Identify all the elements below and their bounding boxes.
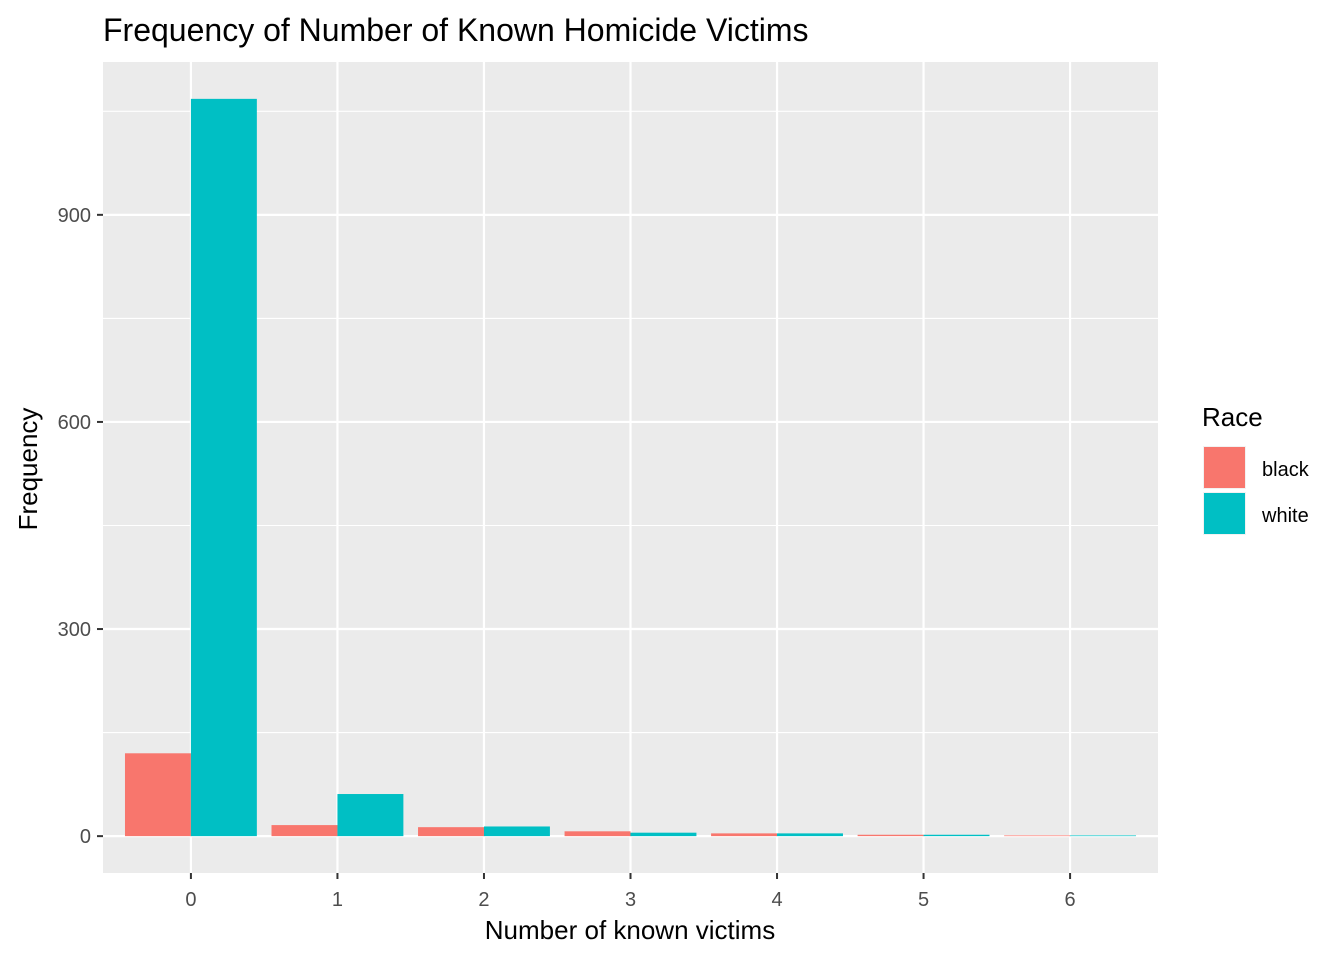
bar-white-3 (630, 832, 697, 837)
x-tick-label: 5 (918, 889, 929, 911)
bar-white-4 (777, 833, 843, 837)
bar-black-3 (564, 831, 631, 837)
y-tick-label: 900 (58, 205, 91, 227)
x-tick-label: 3 (625, 889, 636, 911)
bar-black-6 (1004, 835, 1071, 837)
bars (124, 98, 1137, 837)
x-tick-label: 4 (771, 889, 782, 911)
bar-black-0 (124, 753, 191, 837)
bar-black-5 (857, 834, 924, 837)
bar-white-1 (337, 794, 404, 837)
legend-swatch-white (1204, 493, 1245, 534)
x-tick-label: 2 (478, 889, 489, 911)
x-tick-label: 0 (185, 889, 196, 911)
y-tick-label: 600 (58, 412, 91, 434)
x-tick-label: 1 (332, 889, 343, 911)
legend-swatch-black (1204, 447, 1245, 488)
x-axis-title: Number of known victims (485, 915, 775, 945)
legend-title: Race (1202, 402, 1263, 432)
bar-black-2 (418, 827, 484, 837)
y-tick-label: 0 (80, 826, 91, 848)
bar-white-6 (1070, 835, 1137, 837)
legend-label-black: black (1262, 459, 1310, 481)
x-axis: 0 1 2 3 4 5 6 (185, 873, 1076, 911)
chart-title: Frequency of Number of Known Homicide Vi… (103, 12, 808, 48)
y-axis: 0 300 600 900 (58, 205, 103, 848)
x-tick-label: 6 (1065, 889, 1076, 911)
bar-black-1 (271, 825, 338, 837)
bar-white-5 (923, 834, 990, 837)
y-tick-label: 300 (58, 619, 91, 641)
bar-white-0 (190, 98, 257, 837)
legend: Race black white (1202, 402, 1310, 535)
bar-black-4 (711, 833, 778, 837)
y-axis-title: Frequency (13, 408, 43, 531)
bar-white-2 (483, 826, 550, 837)
legend-label-white: white (1261, 505, 1309, 527)
